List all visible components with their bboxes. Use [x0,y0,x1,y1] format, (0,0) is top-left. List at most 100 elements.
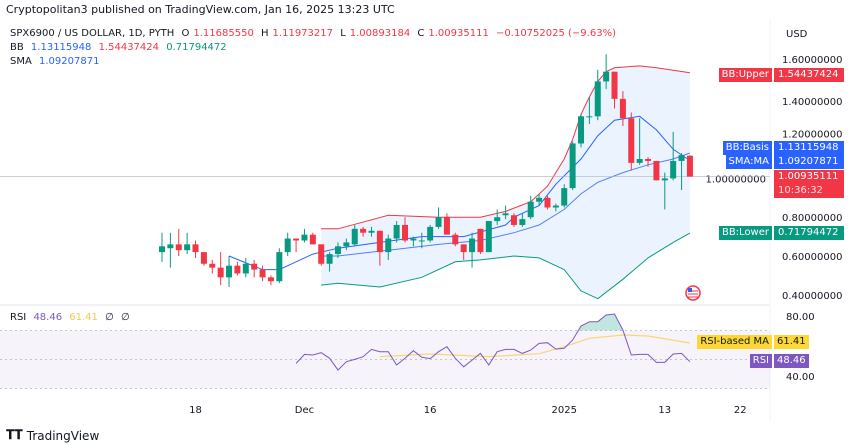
candle[interactable] [267,275,274,286]
candle[interactable] [678,153,685,191]
sma-badge-label: SMA:MA [725,155,772,169]
candle[interactable] [485,221,492,253]
candle[interactable] [686,155,693,177]
candle[interactable] [209,259,216,274]
candle-body [678,155,685,161]
candle[interactable] [334,242,341,258]
candle[interactable] [192,240,199,258]
candle[interactable] [460,244,467,260]
candle[interactable] [368,226,375,237]
candle[interactable] [167,232,174,268]
candle[interactable] [527,195,534,220]
candle[interactable] [284,232,291,256]
candle[interactable] [544,195,551,210]
open-value: 1.11685550 [193,28,254,39]
candle[interactable] [385,234,392,260]
close-label: C [417,28,425,39]
candle-body [611,71,618,99]
candle[interactable] [293,238,300,253]
candle[interactable] [494,209,501,225]
sma-legend[interactable]: SMA 1.09207871 [10,56,103,67]
candle[interactable] [175,228,182,256]
candle[interactable] [443,213,450,235]
tradingview-logo[interactable]: 𝐓𝐓 TradingView [6,428,99,443]
price-axis[interactable]: 1.60000000 1.40000000 1.20000000 1.00000000… [706,55,843,302]
candle-body [443,217,450,235]
bb-label: BB [10,42,24,53]
candle[interactable] [251,259,258,278]
candle[interactable] [561,184,568,208]
candle[interactable] [351,224,358,247]
candle[interactable] [569,141,576,191]
candle[interactable] [653,160,660,181]
candle[interactable] [184,232,191,255]
candle[interactable] [519,213,526,227]
candle[interactable] [502,205,509,220]
candle[interactable] [435,207,442,229]
sma-badge-value: 1.09207871 [774,155,844,169]
candle[interactable] [234,261,241,276]
candle[interactable] [343,238,350,251]
candle[interactable] [552,203,559,212]
candle[interactable] [670,131,677,181]
us-flag-icon[interactable] [685,285,701,301]
candle[interactable] [619,91,626,127]
candle[interactable] [376,230,383,266]
price-axis-tick: 0.40000000 [782,291,842,302]
candle[interactable] [427,224,434,243]
time-axis[interactable]: 18 Dec 16 2025 13 22 [189,405,746,416]
candle[interactable] [393,221,400,243]
symbol-legend[interactable]: SPX6900 / US DOLLAR, 1D, PYTH O 1.1168555… [10,28,620,39]
candle[interactable] [318,244,325,266]
candle[interactable] [645,157,652,167]
candle[interactable] [594,69,601,121]
candle[interactable] [301,228,308,243]
candle-body [586,116,593,118]
candle[interactable] [309,232,316,245]
candle[interactable] [469,232,476,268]
candle[interactable] [418,232,425,249]
candle-body [561,188,568,206]
candle[interactable] [510,213,517,227]
candle[interactable] [578,114,584,148]
time-axis-tick: 16 [424,405,437,416]
candle[interactable] [536,193,543,206]
candle[interactable] [276,248,283,284]
candle[interactable] [242,257,249,278]
candle-body [301,234,308,241]
candle[interactable] [226,256,233,288]
candle[interactable] [636,118,643,165]
bb-legend[interactable]: BB 1.13115948 1.54437424 0.71794472 [10,42,231,53]
tradingview-wordmark: TradingView [26,428,100,443]
candle-body [578,116,584,144]
candle[interactable] [611,71,618,109]
candle[interactable] [200,252,207,266]
candle-body [251,263,258,270]
currency-button[interactable]: USD [786,29,808,40]
rsi-badge-label: RSI [749,354,772,368]
rsi-legend-value: 48.46 [33,312,63,323]
main-pane[interactable] [0,54,770,300]
candle[interactable] [402,217,409,243]
rsi-legend[interactable]: RSI 48.46 61.41 ∅ ∅ [10,312,134,323]
candle[interactable] [360,226,367,237]
bb-upper-value: 1.54437424 [98,42,160,53]
candle[interactable] [661,172,668,210]
rsi-pane[interactable]: 80.00 40.00 [0,312,815,389]
candle[interactable] [159,232,165,262]
candle[interactable] [603,54,610,90]
candle[interactable] [628,112,635,171]
candle[interactable] [259,265,266,282]
candle[interactable] [477,228,484,255]
time-axis-tick: 13 [658,405,671,416]
candle[interactable] [410,236,417,247]
bb-lower-value: 0.71794472 [166,42,227,53]
candle[interactable] [452,232,459,247]
candle[interactable] [326,252,333,272]
candle[interactable] [586,96,593,125]
sma-label: SMA [10,56,32,67]
candle[interactable] [217,252,224,286]
candle-body [192,244,199,253]
price-axis-tick: 1.00000000 [706,174,766,185]
